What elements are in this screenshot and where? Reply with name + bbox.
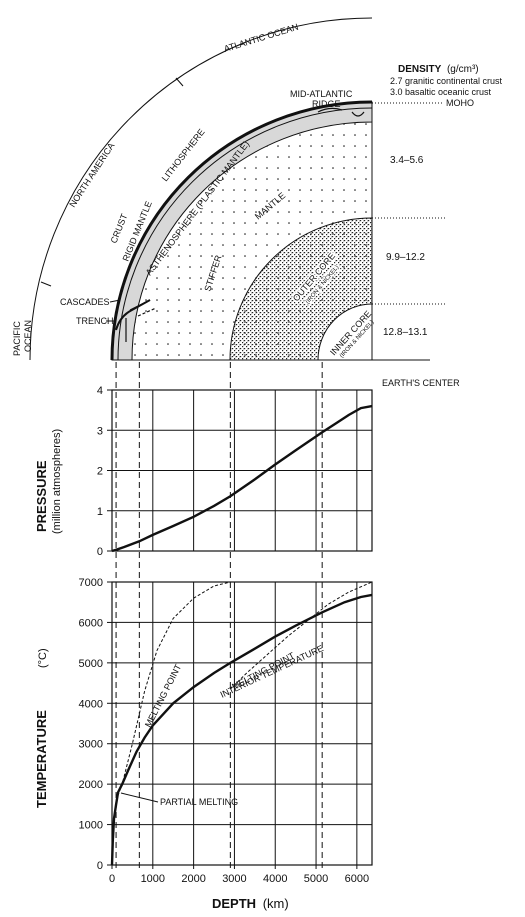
inner-core-region: [318, 304, 372, 360]
earths-center-label: EARTH'S CENTER: [382, 378, 460, 388]
temperature-series-2-line: [115, 581, 231, 801]
lithosphere-base: [117, 107, 373, 361]
temperature-series-1-line: [110, 593, 373, 866]
temperature-xtick-label-4000: 4000: [263, 873, 287, 885]
depth-axis-word: DEPTH: [212, 896, 256, 911]
temperature-ytick-label-5000: 5000: [79, 658, 103, 670]
mid-atlantic-ridge-label-1: MID-ATLANTIC: [290, 89, 353, 99]
pressure-axis-subtitle: (million atmospheres): [51, 429, 63, 534]
pressure-ytick-label-4: 4: [97, 385, 103, 397]
pressure-ytick-label-0: 0: [97, 546, 103, 558]
pressure-ytick-label-3: 3: [97, 425, 103, 437]
density-header-word: DENSITY: [398, 64, 442, 75]
north-america-label: NORTH AMERICA: [67, 141, 116, 209]
pressure-chart: 0 1 2 3 4: [97, 385, 373, 558]
temperature-xtick-label-1000: 1000: [141, 873, 165, 885]
depth-axis-unit: (km): [263, 896, 289, 911]
temperature-ytick-label-2000: 2000: [79, 779, 103, 791]
density-unit: (g/cm³): [447, 64, 479, 75]
arc-tick-2: [175, 77, 184, 87]
surface-arc: [29, 17, 373, 361]
mid-atlantic-ridge-label-2: RIDGE: [312, 99, 341, 109]
atlantic-ocean-label: ATLANTIC OCEAN: [223, 22, 300, 54]
temperature-xtick-label-5000: 5000: [304, 873, 328, 885]
pressure-series-1-line: [111, 404, 373, 553]
arc-tick-1: [40, 281, 52, 287]
temperature-chart: 0 1000 2000 3000 4000 5000 6000 7000 0 1000 2000 30…: [79, 577, 373, 885]
temperature-xtick-label-2000: 2000: [181, 873, 205, 885]
crust-label: CRUST: [109, 212, 130, 245]
subduction-slab: [115, 299, 151, 331]
temperature-ytick-label-6000: 6000: [79, 617, 103, 629]
temperature-xtick-label-6000: 6000: [345, 873, 369, 885]
pacific-ocean-label-1: PACIFIC: [12, 321, 22, 356]
temperature-ytick-label-4000: 4000: [79, 698, 103, 710]
melting-point-label-1: MELTING POINT: [143, 662, 184, 729]
earth-cross-section: ATLANTIC OCEAN NORTH AMERICA PACIFIC OCE…: [12, 17, 503, 388]
temperature-series-3-line: [229, 581, 373, 690]
boundary-guide-lines: [115, 362, 323, 870]
cascades-label: CASCADES: [60, 297, 110, 307]
mantle-density: 3.4–5.6: [390, 155, 424, 166]
pressure-axis-title: PRESSURE: [34, 460, 49, 532]
inner-core-boundary: [317, 303, 373, 361]
cascades-leader: [109, 299, 121, 303]
density-header: DENSITY (g/cm³): [398, 64, 479, 75]
moho-label: MOHO: [446, 98, 474, 108]
trench-label: TRENCH: [76, 316, 114, 326]
temperature-xtick-label-3000: 3000: [222, 873, 246, 885]
temperature-ytick-label-1000: 1000: [79, 820, 103, 832]
temperature-ytick-label-0: 0: [97, 860, 103, 872]
inner-core-density: 12.8–13.1: [383, 327, 428, 338]
crust-line: [110, 100, 373, 361]
pressure-ytick-label-2: 2: [97, 466, 103, 478]
temperature-xtick-label-0: 0: [109, 873, 115, 885]
pacific-ocean-label-2: OCEAN: [23, 320, 33, 352]
temperature-axis-title: TEMPERATURE: [34, 710, 49, 808]
temperature-axis-unit: (°C): [37, 648, 49, 668]
depth-axis-title: DEPTH (km): [212, 896, 289, 911]
temperature-plot-frame: [111, 581, 373, 866]
basaltic-crust-density: 3.0 basaltic oceanic crust: [390, 87, 492, 97]
granitic-crust-density: 2.7 granitic continental crust: [390, 76, 503, 86]
partial-melting-label: PARTIAL MELTING: [160, 797, 238, 807]
temperature-ytick-label-7000: 7000: [79, 577, 103, 589]
outer-core-density: 9.9–12.2: [386, 252, 425, 263]
temperature-ytick-label-3000: 3000: [79, 739, 103, 751]
pressure-ytick-label-1: 1: [97, 506, 103, 518]
